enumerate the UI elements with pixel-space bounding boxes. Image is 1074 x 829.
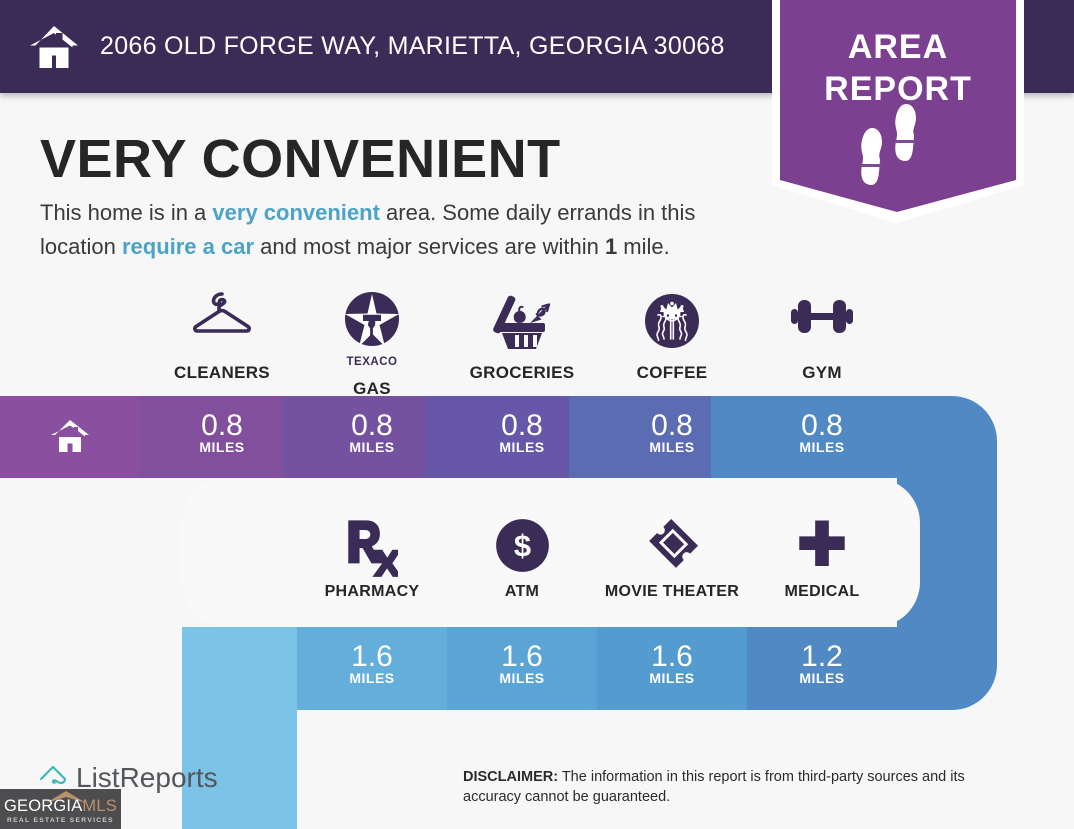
svg-text:$: $ (513, 528, 530, 563)
